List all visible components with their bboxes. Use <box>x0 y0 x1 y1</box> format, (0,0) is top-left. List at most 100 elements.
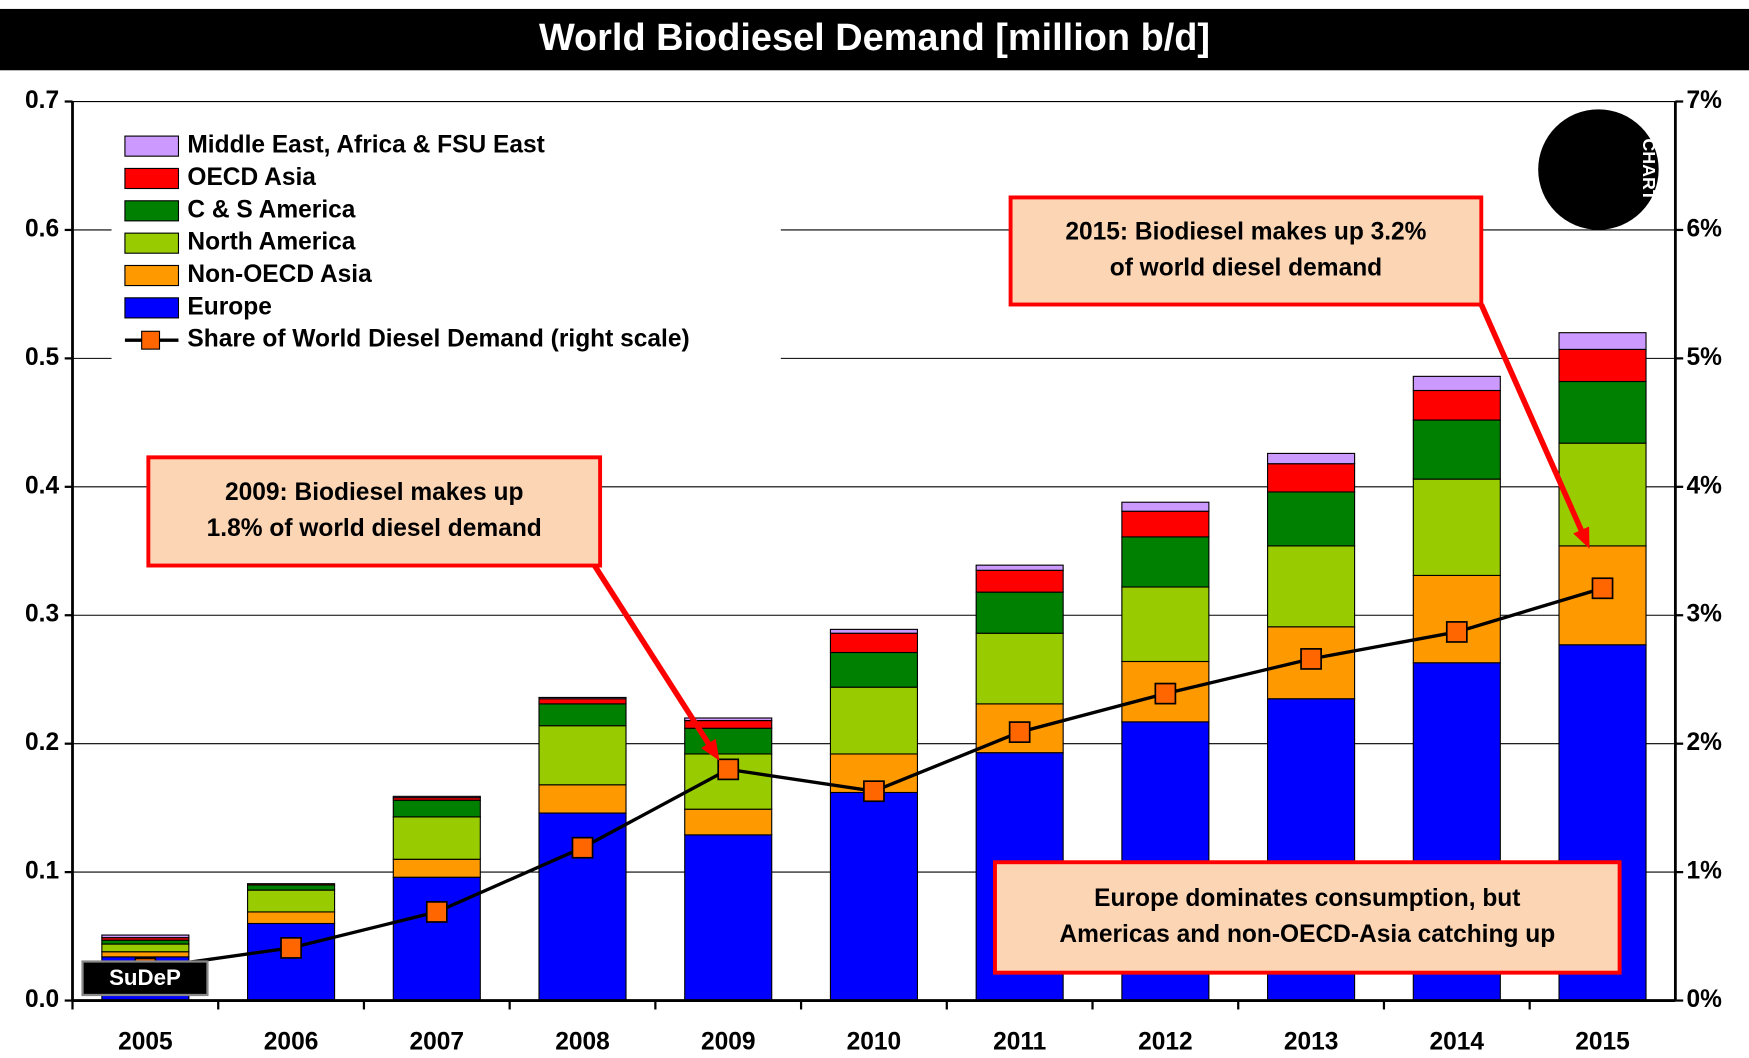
y2-tick-label: 3% <box>1687 601 1723 628</box>
y2-tick-label: 0% <box>1687 986 1723 1013</box>
annotation-arrow <box>1478 303 1586 536</box>
bar-segment <box>684 717 773 722</box>
bar-segment <box>247 922 336 1002</box>
bar-segment <box>1558 332 1647 350</box>
x-tick-label: 2013 <box>1284 1028 1339 1055</box>
share-marker <box>425 901 448 923</box>
share-marker <box>863 780 885 803</box>
legend-label: Middle East, Africa & FSU East <box>187 132 544 159</box>
bar-segment <box>101 951 190 958</box>
y-tick-label: 0.0 <box>25 986 59 1013</box>
y2-tick-label: 4% <box>1687 472 1723 499</box>
bar-segment <box>975 591 1064 634</box>
bar-segment <box>1558 348 1647 383</box>
title-bar <box>0 8 1749 71</box>
legend-swatch <box>124 200 180 222</box>
bar-segment <box>829 632 919 654</box>
bar-segment <box>975 632 1064 705</box>
y-tick-label: 0.5 <box>25 344 59 371</box>
bar-segment <box>975 564 1064 571</box>
bar-segment <box>975 569 1064 593</box>
bar-segment <box>1121 501 1210 512</box>
bar-segment <box>247 883 336 886</box>
annotation-text: of world diesel demand <box>1110 254 1382 281</box>
bar-segment <box>829 628 919 634</box>
bar-segment <box>538 698 627 705</box>
bar-segment <box>538 725 627 786</box>
legend-swatch <box>124 167 180 190</box>
bar-segment <box>1558 442 1647 547</box>
bar-segment <box>684 808 773 836</box>
legend-swatch <box>124 135 180 157</box>
bar-segment <box>1412 389 1501 421</box>
bar-segment <box>101 934 190 939</box>
legend-label: Non-OECD Asia <box>187 261 372 288</box>
bar-segment <box>1412 574 1501 664</box>
share-marker <box>1154 682 1177 705</box>
bar-segment <box>1267 463 1356 493</box>
legend-label: Europe <box>187 293 271 320</box>
bar-segment <box>392 816 481 860</box>
x-tick-label: 2008 <box>555 1028 610 1055</box>
bar-segment <box>538 703 627 727</box>
annotation-text: 2009: Biodiesel makes up <box>225 479 523 506</box>
x-tick-label: 2005 <box>118 1028 173 1055</box>
y-tick-label: 0.3 <box>25 601 59 628</box>
x-tick-label: 2014 <box>1430 1028 1485 1055</box>
share-marker <box>280 937 302 959</box>
bar-segment <box>392 795 481 799</box>
bar-segment <box>1412 419 1501 480</box>
bar-segment <box>1412 478 1501 576</box>
bar-segment <box>1267 545 1356 628</box>
bar-segment <box>1558 380 1647 444</box>
bar-segment <box>101 939 190 945</box>
y2-tick-label: 2% <box>1687 729 1723 756</box>
y2-tick-label: 5% <box>1687 344 1723 371</box>
share-marker <box>571 836 594 859</box>
annotation-box <box>1008 195 1484 307</box>
x-tick-label: 2006 <box>264 1028 319 1055</box>
y2-tick-label: 6% <box>1687 215 1723 242</box>
share-marker <box>1008 721 1031 743</box>
legend-label: C & S America <box>187 196 355 223</box>
bar-segment <box>247 884 336 891</box>
bar-segment <box>392 858 481 878</box>
bar-segment <box>538 784 627 814</box>
annotation-text: Europe dominates consumption, but <box>1094 885 1520 912</box>
bar-segment <box>247 889 336 913</box>
annotation-text: 2015: Biodiesel makes up 3.2% <box>1065 219 1426 246</box>
jbc-logo <box>1538 109 1659 230</box>
annotation-box <box>146 455 603 568</box>
y2-tick-label: 7% <box>1687 87 1723 114</box>
bar-segment <box>1121 510 1210 538</box>
bar-segment <box>1267 452 1356 465</box>
x-tick-label: 2010 <box>847 1028 902 1055</box>
jbc-logo-text: CHART <box>1639 138 1659 200</box>
bar-segment <box>684 727 773 755</box>
annotation-arrowhead <box>1573 526 1590 549</box>
x-tick-label: 2007 <box>410 1028 465 1055</box>
annotation-text: Americas and non-OECD-Asia catching up <box>1059 921 1555 948</box>
bar-segment <box>247 911 336 925</box>
bar-segment <box>829 651 919 688</box>
bar-segment <box>1412 375 1501 392</box>
legend-label: OECD Asia <box>187 164 316 191</box>
bar-segment <box>538 696 627 700</box>
x-tick-label: 2012 <box>1138 1028 1193 1055</box>
legend-label: North America <box>187 229 355 256</box>
x-tick-label: 2015 <box>1575 1028 1630 1055</box>
y-tick-label: 0.6 <box>25 215 59 242</box>
bar-segment <box>1121 536 1210 588</box>
y-tick-label: 0.4 <box>25 472 59 499</box>
x-tick-label: 2011 <box>993 1028 1046 1055</box>
y2-tick-label: 1% <box>1687 858 1723 885</box>
share-marker <box>1300 648 1322 670</box>
legend-marker <box>141 330 161 350</box>
annotation-box <box>993 860 1622 975</box>
y-tick-label: 0.2 <box>25 729 59 756</box>
sudep-logo <box>81 960 209 997</box>
bar-segment <box>1121 586 1210 663</box>
y-tick-label: 0.1 <box>25 858 59 885</box>
